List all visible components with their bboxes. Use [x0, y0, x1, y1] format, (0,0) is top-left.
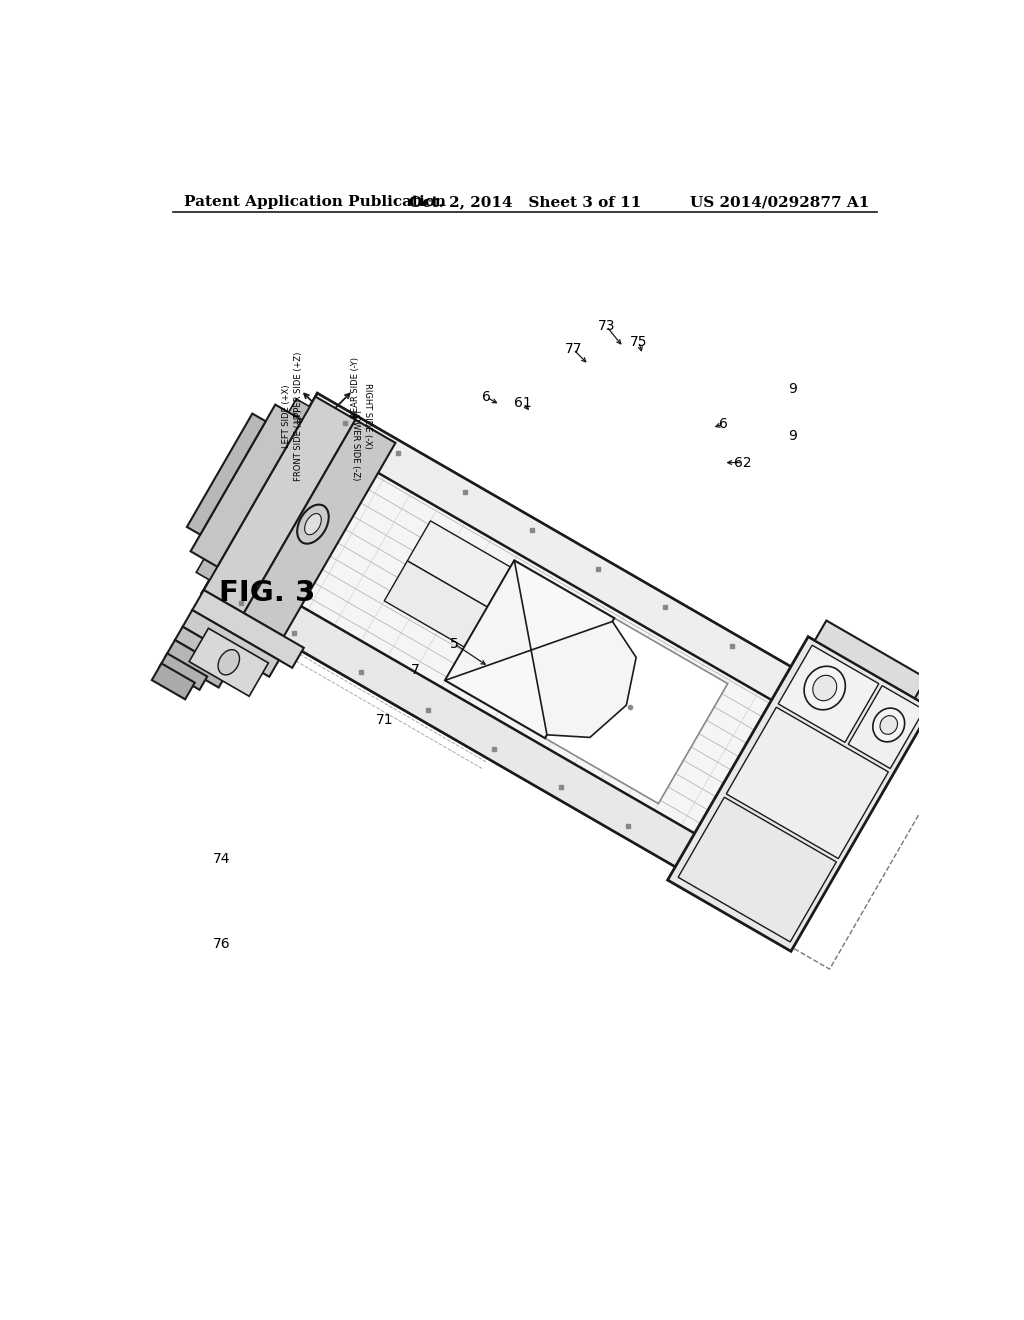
Text: 6: 6	[719, 417, 728, 432]
Text: 62: 62	[734, 455, 752, 470]
Polygon shape	[445, 561, 636, 738]
Polygon shape	[298, 393, 878, 750]
Text: 75: 75	[630, 335, 647, 348]
Text: 9: 9	[788, 383, 798, 396]
Polygon shape	[190, 405, 302, 566]
Polygon shape	[384, 561, 501, 655]
Polygon shape	[531, 610, 728, 804]
Text: Patent Application Publication: Patent Application Publication	[184, 195, 446, 210]
Text: 73: 73	[598, 319, 615, 333]
Polygon shape	[668, 636, 932, 952]
Text: REAR SIDE (-Y): REAR SIDE (-Y)	[351, 356, 360, 418]
Polygon shape	[408, 521, 511, 607]
Polygon shape	[152, 664, 195, 700]
Text: LOWER SIDE (-Z): LOWER SIDE (-Z)	[351, 411, 360, 480]
Text: RIGHT SIDE (-X): RIGHT SIDE (-X)	[364, 383, 372, 449]
Polygon shape	[189, 628, 268, 696]
Text: 7: 7	[411, 664, 420, 677]
Polygon shape	[160, 653, 207, 690]
Ellipse shape	[880, 715, 897, 734]
Ellipse shape	[804, 667, 846, 710]
Ellipse shape	[297, 504, 329, 544]
Text: 9: 9	[788, 429, 798, 442]
Ellipse shape	[304, 513, 322, 535]
Text: 61: 61	[514, 396, 532, 411]
Text: 77: 77	[564, 342, 582, 356]
Polygon shape	[726, 708, 889, 858]
Text: 6: 6	[482, 391, 490, 404]
Ellipse shape	[218, 649, 240, 675]
Polygon shape	[187, 413, 265, 535]
Text: US 2014/0292877 A1: US 2014/0292877 A1	[690, 195, 869, 210]
Polygon shape	[165, 640, 228, 688]
Polygon shape	[445, 561, 614, 738]
Polygon shape	[182, 610, 279, 677]
Polygon shape	[678, 797, 837, 942]
Polygon shape	[815, 620, 936, 704]
Polygon shape	[278, 399, 309, 440]
Polygon shape	[204, 396, 355, 614]
Ellipse shape	[813, 676, 837, 701]
Text: Oct. 2, 2014   Sheet 3 of 11: Oct. 2, 2014 Sheet 3 of 11	[409, 195, 641, 210]
Polygon shape	[914, 652, 988, 725]
Polygon shape	[848, 685, 924, 768]
Polygon shape	[221, 426, 858, 883]
Polygon shape	[202, 560, 781, 917]
Polygon shape	[175, 627, 249, 678]
Text: UPPER SIDE (+Z): UPPER SIDE (+Z)	[294, 352, 302, 424]
Text: 76: 76	[213, 937, 230, 950]
Text: 71: 71	[376, 714, 393, 727]
Ellipse shape	[872, 708, 904, 742]
Polygon shape	[949, 677, 996, 719]
Text: 74: 74	[213, 853, 230, 866]
Text: FIG. 3: FIG. 3	[219, 579, 315, 607]
Text: 5: 5	[450, 636, 459, 651]
Polygon shape	[197, 539, 228, 579]
Polygon shape	[778, 645, 879, 742]
Polygon shape	[193, 590, 304, 668]
Polygon shape	[244, 420, 395, 636]
Text: FRONT SIDE (+Y): FRONT SIDE (+Y)	[294, 409, 302, 482]
Text: LEFT SIDE (+X): LEFT SIDE (+X)	[282, 384, 291, 447]
